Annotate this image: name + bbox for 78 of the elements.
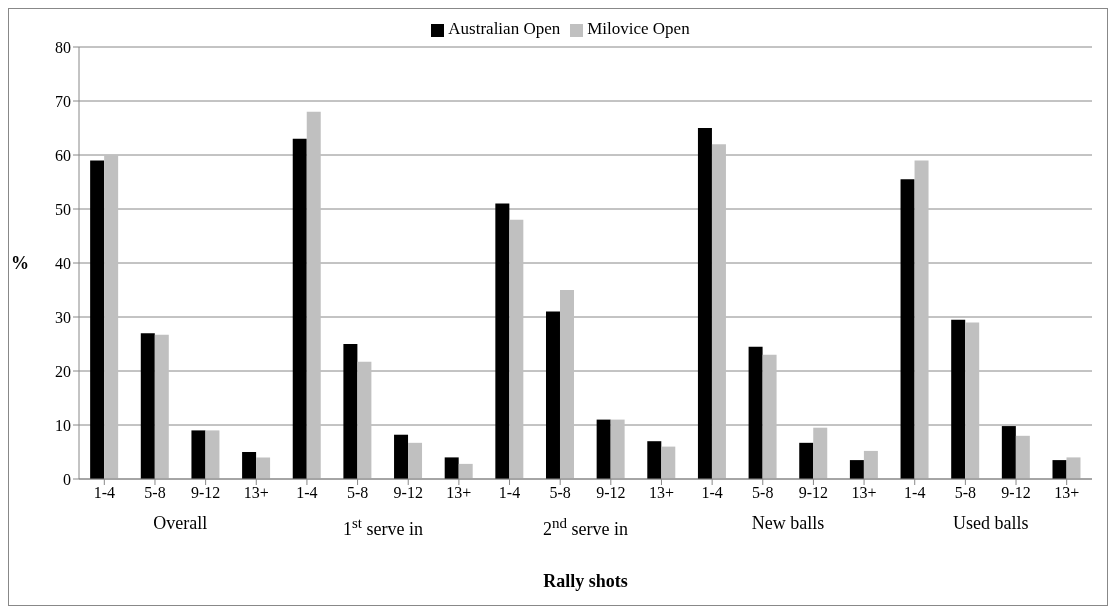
x-tick-label: 13+: [1054, 484, 1080, 502]
y-tick-label: 50: [55, 200, 71, 218]
bar: [408, 442, 423, 479]
text: New balls: [750, 512, 826, 535]
bar: [256, 457, 271, 479]
text: Overall: [152, 512, 209, 535]
text: 1$^{st}$ serve in: [341, 514, 424, 541]
bar: [711, 144, 726, 479]
x-tick-label: 1-4: [904, 484, 926, 502]
bar: [205, 430, 220, 479]
bar: [559, 290, 574, 479]
bar: [306, 111, 321, 479]
x-tick-label: 9-12: [596, 484, 626, 502]
x-tick-label: 1-4: [701, 484, 723, 502]
bar: [545, 311, 560, 479]
x-tick-label: 9-12: [190, 484, 221, 502]
text: 2$^{nd}$ serve in: [542, 514, 629, 541]
x-tick-label: 9-12: [798, 484, 829, 502]
bar: [394, 434, 409, 479]
bar: [849, 460, 864, 479]
x-tick-label: 5-8: [752, 484, 774, 502]
bar: [1066, 457, 1081, 479]
bar: [914, 160, 929, 479]
bar: [509, 219, 524, 479]
bar: [154, 334, 169, 479]
x-tick-label: 13+: [648, 484, 674, 502]
bar: [1015, 435, 1030, 479]
bar: [191, 430, 206, 479]
y-tick-label: 80: [55, 38, 71, 56]
legend-label: Milovice Open: [587, 19, 690, 38]
text: Used balls: [951, 512, 1030, 535]
x-tick-label: 5-8: [549, 484, 571, 502]
bar: [90, 160, 105, 479]
y-tick-label: 10: [55, 416, 71, 434]
bar: [965, 322, 980, 479]
bar: [343, 344, 358, 479]
bar: [647, 441, 662, 479]
bar: [495, 203, 510, 479]
y-axis-title: %: [11, 253, 29, 274]
bar: [104, 155, 119, 479]
x-axis-title: Rally shots: [542, 571, 629, 592]
bar: [748, 346, 763, 479]
bar: [863, 450, 878, 479]
x-tick-label: 13+: [851, 484, 877, 502]
y-tick-label: 30: [55, 308, 71, 326]
y-tick-label: 40: [55, 254, 71, 272]
legend-label: Australian Open: [448, 19, 561, 38]
x-tick-label: 1-4: [93, 484, 115, 502]
bar: [1001, 426, 1016, 479]
x-tick-label: 9-12: [393, 484, 423, 502]
bar: [140, 333, 155, 479]
bar: [596, 419, 611, 479]
bar: [661, 446, 676, 479]
y-tick-label: 60: [55, 146, 71, 164]
bar: [799, 442, 814, 479]
bar: [762, 354, 777, 479]
bar: [292, 138, 307, 479]
bar: [357, 361, 372, 479]
y-tick-label: 20: [55, 362, 71, 380]
x-tick-label: 13+: [243, 484, 269, 502]
bar: [1052, 460, 1067, 479]
y-tick-label: 0: [63, 470, 71, 488]
x-tick-label: 13+: [446, 484, 472, 502]
y-tick-label: 70: [55, 92, 71, 110]
bar: [444, 457, 459, 479]
bar: [242, 452, 257, 479]
x-tick-label: 5-8: [346, 484, 369, 502]
bar: [900, 179, 915, 479]
x-tick-label: 5-8: [954, 484, 977, 502]
bar: [951, 319, 966, 479]
bar: [697, 128, 712, 479]
bar: [813, 427, 828, 479]
x-tick-label: 1-4: [296, 484, 318, 502]
bar: [610, 419, 625, 479]
bar: [458, 463, 473, 479]
x-tick-label: 5-8: [144, 484, 166, 502]
x-tick-label: 9-12: [1001, 484, 1031, 502]
x-tick-label: 1-4: [498, 484, 521, 502]
